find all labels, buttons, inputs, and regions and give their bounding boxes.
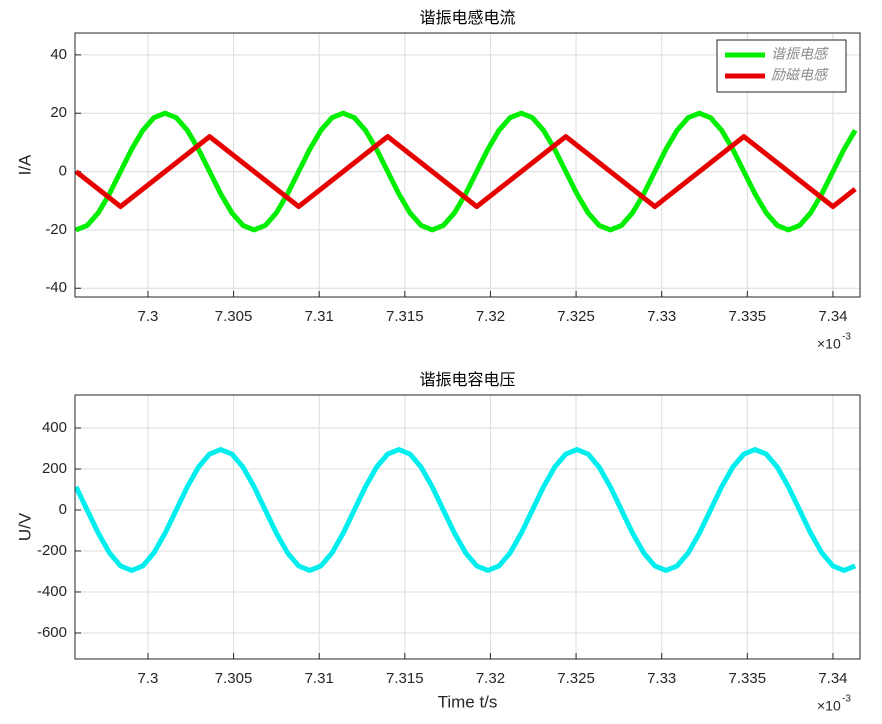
y-tick-label: 200 (42, 460, 67, 477)
x-tick-label: 7.325 (557, 670, 595, 687)
x-tick-label: 7.34 (818, 670, 847, 687)
x-tick-label: 7.305 (215, 308, 253, 325)
legend-label: 励磁电感 (771, 67, 829, 83)
axes-box (74, 394, 861, 660)
x-tick-label: 7.33 (647, 308, 676, 325)
x-tick-label: 7.3 (138, 670, 159, 687)
chart-title: 谐振电容电压 (419, 371, 515, 389)
y-axis-label: U/V (15, 512, 34, 541)
y-tick-label: 20 (50, 104, 67, 121)
x-tick-label: 7.32 (476, 308, 505, 325)
y-tick-label: 400 (42, 419, 67, 436)
x-tick-label: 7.31 (305, 670, 334, 687)
y-tick-label: 40 (50, 46, 67, 63)
x-tick-label: 7.315 (386, 308, 424, 325)
plot-area (75, 395, 860, 659)
x-multiplier: ×10 (817, 698, 841, 714)
y-tick-label: 0 (59, 501, 67, 518)
x-multiplier-power: -3 (842, 332, 851, 343)
y-tick-label: -200 (37, 542, 67, 559)
y-tick-label: 0 (59, 163, 67, 180)
x-multiplier-power: -3 (842, 694, 851, 705)
x-tick-label: 7.32 (476, 670, 505, 687)
x-tick-label: 7.3 (138, 308, 159, 325)
y-tick-label: -40 (45, 279, 67, 296)
y-axis-label: I/A (15, 154, 34, 175)
x-multiplier: ×10 (817, 336, 841, 352)
x-tick-label: 7.325 (557, 308, 595, 325)
x-tick-label: 7.31 (305, 308, 334, 325)
series-line (75, 110, 858, 233)
x-tick-label: 7.335 (729, 308, 767, 325)
y-tick-label: -400 (37, 583, 67, 600)
series-line (75, 134, 857, 210)
chart-title: 谐振电感电流 (419, 9, 515, 27)
series-line (75, 447, 857, 573)
axes-box (74, 32, 861, 298)
x-tick-label: 7.315 (386, 670, 424, 687)
x-tick-label: 7.34 (818, 308, 847, 325)
y-tick-label: -600 (37, 624, 67, 641)
y-tick-label: -20 (45, 221, 67, 238)
legend-box (716, 39, 847, 93)
x-tick-label: 7.335 (729, 670, 767, 687)
x-tick-label: 7.33 (647, 670, 676, 687)
x-tick-label: 7.305 (215, 670, 253, 687)
legend-label: 谐振电感 (771, 46, 829, 62)
x-axis-label: Time t/s (438, 692, 498, 711)
